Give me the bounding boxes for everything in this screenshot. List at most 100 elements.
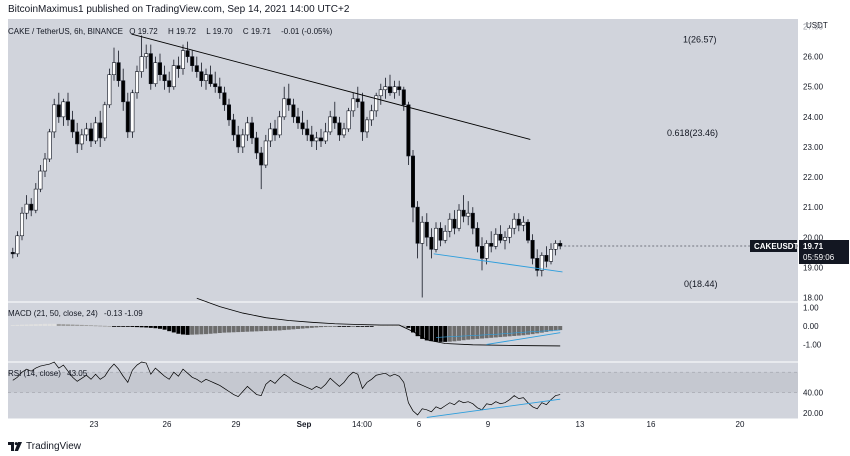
- candle-down-body: [558, 242, 563, 247]
- macd-tick-label: 0.00: [803, 322, 819, 331]
- candle-down-body: [429, 236, 434, 250]
- candle: [498, 225, 503, 244]
- candle-up-body: [47, 131, 52, 160]
- candle: [397, 80, 402, 96]
- candle: [19, 207, 24, 241]
- time-tick-label: 29: [232, 420, 241, 429]
- candle: [410, 149, 415, 223]
- candle-down-body: [438, 227, 443, 241]
- candle-up-body: [181, 50, 186, 69]
- macd-histogram-bar: [475, 326, 480, 339]
- candle-up-body: [328, 116, 333, 133]
- candle: [222, 86, 227, 111]
- candle-down-body: [406, 104, 411, 157]
- macd-histogram-bar: [121, 326, 126, 327]
- candle-down-body: [194, 65, 199, 72]
- candle-down-body: [360, 101, 365, 133]
- time-axis-pane[interactable]: [8, 419, 798, 436]
- macd-histogram-bar: [392, 325, 397, 327]
- candle: [93, 116, 98, 144]
- macd-histogram-bar: [420, 326, 425, 339]
- macd-histogram-bar: [268, 326, 273, 331]
- macd-histogram-bar: [314, 326, 319, 328]
- candle-down-body: [208, 74, 213, 85]
- candle: [406, 101, 411, 166]
- descending-resistance-line[interactable]: [131, 33, 531, 140]
- candle-up-body: [548, 249, 553, 262]
- macd-histogram-bar: [79, 324, 84, 326]
- macd-histogram-bar: [190, 326, 195, 335]
- support-line[interactable]: [433, 253, 563, 273]
- macd-histogram-bar: [15, 324, 20, 326]
- macd-histogram-bar: [47, 323, 52, 326]
- candle-down-body: [470, 212, 475, 229]
- candle: [479, 237, 484, 271]
- macd-histogram-bar: [130, 326, 135, 327]
- candle-up-body: [443, 230, 448, 241]
- macd-histogram-bar: [493, 326, 498, 338]
- candle: [346, 107, 351, 132]
- price-axis-pane[interactable]: [798, 19, 850, 419]
- candle-down-body: [222, 92, 227, 106]
- candle-up-body: [38, 170, 43, 190]
- macd-histogram-bar: [144, 326, 149, 328]
- price-pane[interactable]: [8, 19, 798, 302]
- candle-up-body: [282, 98, 287, 118]
- candle: [553, 240, 558, 256]
- macd-histogram-bar: [300, 326, 305, 329]
- macd-histogram-bar: [231, 326, 236, 333]
- candle: [176, 56, 181, 78]
- candle: [378, 83, 383, 105]
- candle-up-body: [378, 89, 383, 97]
- rsi-trendline[interactable]: [426, 398, 561, 418]
- candle: [420, 216, 425, 298]
- candle: [309, 125, 314, 147]
- time-tick-label: 13: [576, 420, 585, 429]
- macd-histogram-bar: [162, 326, 167, 330]
- candle: [102, 101, 107, 141]
- candle: [227, 98, 232, 126]
- candle: [424, 213, 429, 247]
- candle-down-body: [387, 86, 392, 94]
- macd-histogram-bar: [199, 326, 204, 335]
- candle: [10, 247, 15, 259]
- chart-area[interactable]: 1(26.57) 0.618(23.46) 0(18.44) 26.00 25.00 2…: [0, 19, 850, 436]
- candle: [171, 59, 176, 90]
- macd-histogram-bar: [273, 326, 277, 331]
- macd-histogram-bar: [388, 325, 392, 327]
- macd-trendline[interactable]: [486, 332, 561, 345]
- candle: [158, 53, 163, 81]
- candle-up-body: [420, 221, 425, 244]
- macd-histogram-bar: [360, 326, 365, 327]
- macd-histogram-bar: [286, 326, 291, 330]
- candle: [98, 110, 103, 147]
- candle: [512, 213, 517, 235]
- candle: [429, 228, 434, 259]
- macd-histogram-bar: [139, 326, 144, 328]
- price-tick-label: 18.00: [803, 293, 824, 302]
- macd-histogram-bar: [282, 326, 287, 331]
- candle: [286, 83, 291, 111]
- tradingview-logo-icon: [8, 441, 22, 451]
- candle-down-body: [250, 122, 255, 139]
- macd-histogram-bar: [61, 324, 66, 326]
- rsi-legend: RSI (14, close) 43.05: [8, 369, 91, 378]
- candle-down-body: [199, 71, 204, 82]
- macd-histogram-bar: [516, 326, 521, 336]
- macd-histogram-bar: [332, 326, 337, 327]
- candle-down-body: [231, 119, 236, 136]
- candle: [56, 92, 61, 123]
- candle-up-body: [171, 65, 176, 88]
- macd-histogram-bar: [355, 326, 360, 327]
- candle: [383, 77, 388, 99]
- price-tick-label: 19.00: [803, 263, 824, 272]
- candle: [38, 165, 43, 193]
- candle-down-body: [75, 131, 80, 145]
- macd-pane[interactable]: [8, 302, 798, 362]
- candle-down-body: [167, 80, 172, 88]
- macd-tick-label: -1.00: [803, 340, 822, 349]
- candle-up-body: [507, 227, 512, 238]
- macd-histogram-bar: [489, 326, 494, 338]
- macd-histogram-bar: [89, 325, 93, 327]
- symbol-tag: [750, 240, 797, 253]
